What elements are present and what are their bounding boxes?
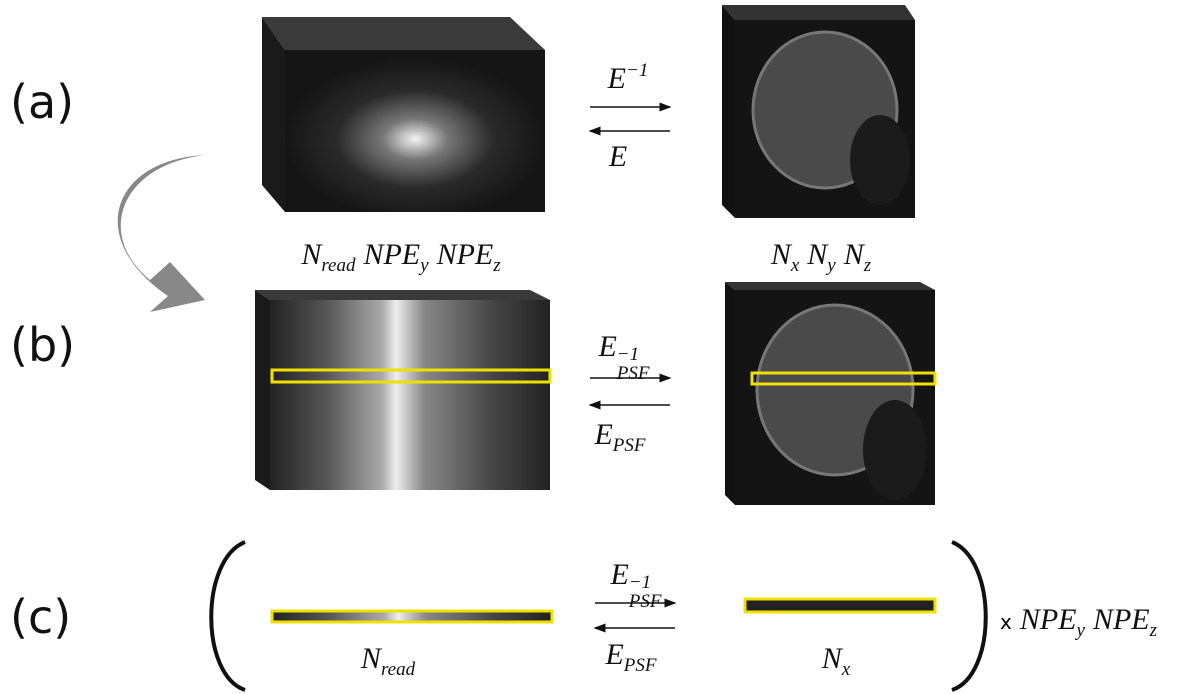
math-term: E <box>609 140 627 173</box>
backward-operator: EPSF <box>605 638 664 677</box>
image-volume <box>725 282 935 505</box>
row-label: (c) <box>10 590 71 644</box>
math-base: NPE <box>1020 603 1077 636</box>
psf-volume <box>255 290 550 490</box>
math-base: N <box>807 238 827 271</box>
output-dimensions: Nx <box>822 642 858 681</box>
math-sup: −1 <box>629 573 662 592</box>
math-sup: −1 <box>617 345 650 364</box>
math-sub: PSF <box>624 655 657 676</box>
math-base: E <box>608 62 626 95</box>
math-term: EPSF <box>605 638 656 671</box>
math-term: NPEz <box>437 238 501 271</box>
math-sub: x <box>842 659 850 680</box>
row-label: (b) <box>10 318 75 372</box>
image-line <box>745 599 935 612</box>
math-sub: read <box>321 255 355 276</box>
math-sub: PSF <box>617 364 650 383</box>
math-sub: read <box>381 659 415 680</box>
math-sub: z <box>493 255 500 276</box>
math-base: NPE <box>437 238 494 271</box>
math-term: EPSF <box>594 418 645 451</box>
math-base: N <box>844 238 864 271</box>
kspace-volume <box>262 17 545 212</box>
math-sup: −1 <box>626 60 648 81</box>
math-base: N <box>301 238 321 271</box>
math-sub: z <box>864 255 871 276</box>
math-sub: x <box>791 255 799 276</box>
math-base: E <box>605 638 623 671</box>
forward-operator: E−1 <box>608 60 657 96</box>
math-term: NPEz <box>1093 603 1157 636</box>
math-base: E <box>609 140 627 173</box>
backward-operator: EPSF <box>594 418 653 457</box>
left-bracket <box>211 542 245 690</box>
math-base: NPE <box>1093 603 1150 636</box>
math-sub: y <box>1077 620 1085 641</box>
math-term: E−1 <box>608 62 649 95</box>
math-base: NPE <box>363 238 420 271</box>
ft-label: FT <box>140 210 170 235</box>
math-term: NPEy <box>1020 603 1085 636</box>
math-base: E <box>598 330 616 363</box>
math-sub: z <box>1150 620 1157 641</box>
math-term: Nx <box>771 238 799 271</box>
math-base: N <box>822 642 842 675</box>
right-bracket <box>952 542 986 690</box>
figure: FT (a)E−1ENreadNPEyNPEzNxNyNz(b)E−1PSFEP… <box>0 0 1203 694</box>
math-base: N <box>361 642 381 675</box>
math-term: Nread <box>361 642 415 675</box>
image-volume <box>722 5 915 218</box>
backward-operator: E <box>609 140 635 174</box>
math-term: Ny <box>807 238 835 271</box>
row-label: (a) <box>10 75 74 129</box>
math-term: Nx <box>822 642 850 675</box>
math-sub: PSF <box>613 435 646 456</box>
math-term: NPEy <box>363 238 428 271</box>
math-base: E <box>594 418 612 451</box>
readout-line <box>272 611 552 622</box>
math-sub: PSF <box>629 592 662 611</box>
math-term: Nz <box>844 238 871 271</box>
math-term: Nread <box>301 238 355 271</box>
math-base: N <box>771 238 791 271</box>
math-sub: y <box>420 255 428 276</box>
math-base: E <box>610 558 628 591</box>
math-sub: y <box>827 255 835 276</box>
input-dimensions: Nread <box>361 642 423 681</box>
multiply-symbol: x <box>1000 610 1012 634</box>
